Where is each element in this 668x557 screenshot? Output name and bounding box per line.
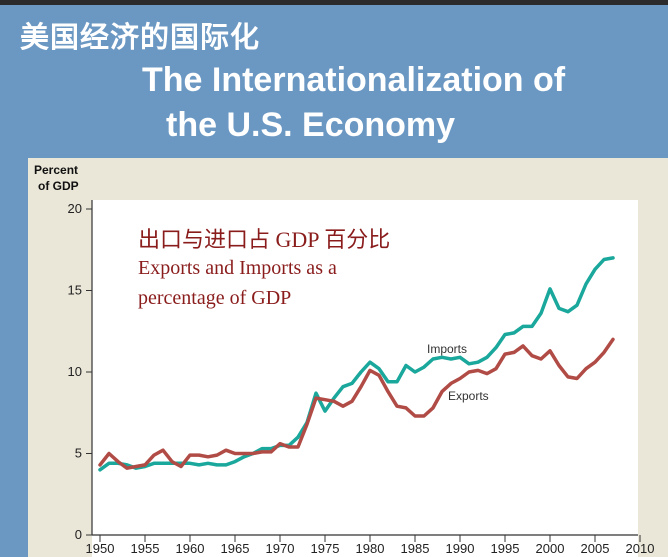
x-tick-label: 2010 — [626, 541, 655, 556]
x-tick-label: 1990 — [446, 541, 475, 556]
exports-series-line — [98, 337, 615, 470]
line-chart: Percent of GDP 0 5 10 15 20 1950 1955 1960 1965… — [34, 163, 655, 557]
y-tick-label: 15 — [68, 283, 82, 298]
x-tick-label: 1985 — [401, 541, 430, 556]
slide-title-english: The Internationalization of the U.S. Eco… — [142, 58, 662, 148]
y-axis-title-line-1: Percent — [34, 163, 78, 177]
chart-annotation-english-line-2: percentage of GDP — [138, 287, 291, 309]
x-tick-label: 1980 — [356, 541, 385, 556]
top-bar — [0, 0, 668, 5]
x-axis-ticks: 1950 1955 1960 1965 1970 1975 1980 1985 1990 1995… — [86, 535, 655, 556]
y-axis-ticks: 0 5 10 15 20 — [68, 201, 92, 542]
x-tick-label: 1950 — [86, 541, 115, 556]
slide-title-english-line-2: the U.S. Economy — [166, 106, 456, 144]
y-tick-label: 20 — [68, 201, 82, 216]
y-tick-label: 10 — [68, 364, 82, 379]
x-tick-label: 1965 — [221, 541, 250, 556]
y-axis-title-line-2: of GDP — [38, 179, 79, 193]
imports-series-label: Imports — [427, 342, 467, 356]
x-tick-label: 1960 — [176, 541, 205, 556]
chart-annotation-chinese: 出口与进口占 GDP 百分比 — [138, 227, 390, 252]
x-tick-label: 2005 — [581, 541, 610, 556]
chart-panel: Percent of GDP 0 5 10 15 20 1950 1955 1960 1965… — [28, 158, 668, 557]
chart-annotation-english-line-1: Exports and Imports as a — [138, 257, 337, 279]
x-tick-label: 2000 — [536, 541, 565, 556]
x-tick-label: 1995 — [491, 541, 520, 556]
slide-title-chinese: 美国经济的国际化 — [20, 20, 261, 54]
x-tick-label: 1975 — [311, 541, 340, 556]
y-tick-label: 0 — [75, 527, 82, 542]
x-tick-label: 1955 — [131, 541, 160, 556]
exports-series-label: Exports — [448, 389, 489, 403]
y-tick-label: 5 — [75, 446, 82, 461]
x-tick-label: 1970 — [266, 541, 295, 556]
slide-title-english-line-1: The Internationalization of — [142, 61, 566, 99]
series-lines — [98, 256, 615, 472]
